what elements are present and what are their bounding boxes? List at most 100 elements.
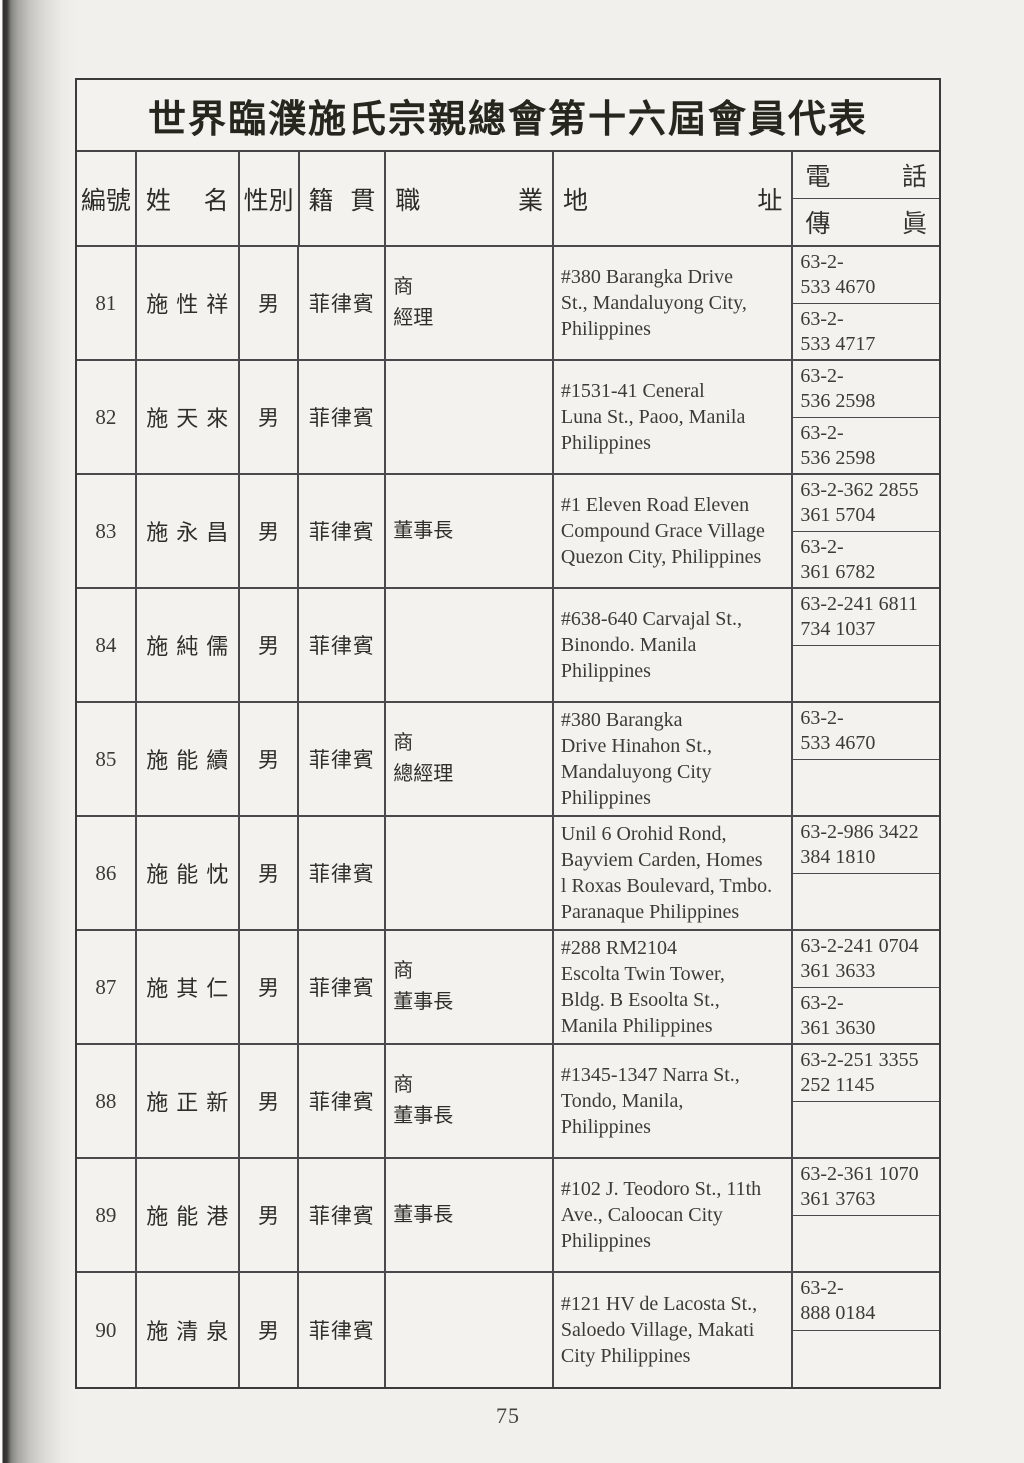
member-gender: 男 (258, 862, 280, 886)
member-address: #638-640 Carvajal St., Binondo. Manila P… (560, 608, 742, 682)
member-origin: 菲律賓 (308, 292, 375, 316)
member-id: 88 (95, 1088, 117, 1113)
member-origin-cell: 菲律賓 (299, 361, 387, 473)
members-table: 世界臨濮施氏宗親總會第十六屆會員代表 編號 姓 名 性別 籍 貫 職 業 地 址 (75, 78, 941, 1389)
member-gender-cell: 男 (240, 703, 300, 815)
header-origin-char-right: 貫 (350, 187, 376, 215)
member-gender-cell: 男 (240, 817, 300, 929)
member-occupation (386, 1326, 397, 1334)
member-fax (793, 646, 939, 702)
member-origin-cell: 菲律賓 (299, 1045, 387, 1157)
member-phone: 63-2- 888 0184 (793, 1273, 939, 1331)
member-origin: 菲律賓 (308, 976, 375, 1000)
member-occupation-cell (386, 589, 554, 701)
member-id-cell: 88 (77, 1045, 137, 1157)
header-occupation: 職 業 (386, 152, 554, 245)
member-name-cell: 施清泉 (137, 1273, 240, 1387)
member-id: 84 (95, 632, 117, 657)
header-phone-char-left: 電 (805, 164, 831, 191)
member-origin-cell: 菲律賓 (299, 247, 387, 359)
member-name-cell: 施正新 (137, 1045, 240, 1157)
member-name: 施能忱 (146, 862, 237, 887)
header-fax-char-left: 傳 (805, 211, 831, 238)
member-origin-cell: 菲律賓 (299, 589, 387, 701)
member-phone: 63-2-361 1070 361 3763 (793, 1159, 939, 1216)
member-name-cell: 施能忱 (137, 817, 240, 929)
scanned-document: 世界臨濮施氏宗親總會第十六屆會員代表 編號 姓 名 性別 籍 貫 職 業 地 址 (75, 78, 941, 1429)
member-address: Unil 6 Orohid Rond, Bayviem Carden, Home… (560, 823, 773, 923)
member-fax (793, 760, 939, 816)
member-phone-fax-cell: 63-2- 533 4670 63-2- 533 4717 (793, 247, 939, 359)
member-name: 施性祥 (146, 292, 237, 317)
member-occupation-cell: 商 經理 (386, 247, 554, 359)
member-occupation-cell: 商 董事長 (386, 1045, 554, 1157)
member-occupation: 商 董事長 (393, 1074, 454, 1127)
scan-edge-shadow (0, 0, 78, 1463)
member-id-cell: 84 (77, 589, 137, 701)
member-address: #1531-41 Ceneral Luna St., Paoo, Manila … (560, 380, 746, 454)
member-occupation-cell: 商 總經理 (386, 703, 554, 815)
member-gender: 男 (258, 1319, 280, 1343)
member-occupation: 董事長 (393, 519, 454, 542)
header-phone-char-right: 話 (902, 164, 928, 191)
member-occupation: 商 董事長 (393, 960, 454, 1013)
member-occupation: 商 經理 (393, 276, 434, 329)
header-occupation-char-left: 職 (395, 187, 421, 215)
member-phone-fax-cell: 63-2-241 6811 734 1037 (793, 589, 939, 701)
header-name-char-left: 姓 (145, 187, 171, 215)
member-phone: 63-2-241 6811 734 1037 (793, 589, 939, 646)
member-gender-cell: 男 (240, 1045, 300, 1157)
member-id-cell: 83 (77, 475, 137, 587)
member-phone-fax-cell: 63-2-251 3355 252 1145 (793, 1045, 939, 1157)
member-address: #288 RM2104 Escolta Twin Tower, Bldg. B … (560, 937, 725, 1037)
member-address-cell: Unil 6 Orohid Rond, Bayviem Carden, Home… (554, 817, 794, 929)
member-origin-cell: 菲律賓 (299, 1273, 387, 1387)
member-row: 90 施清泉 男 菲律賓 #121 HV de Lacosta St., Sal… (77, 1273, 939, 1387)
member-fax: 63-2- 536 2598 (800, 421, 876, 469)
member-id: 90 (95, 1317, 117, 1342)
member-gender: 男 (258, 634, 280, 658)
member-occupation: 董事長 (393, 1203, 454, 1226)
member-gender: 男 (258, 1090, 280, 1114)
member-id-cell: 81 (77, 247, 137, 359)
member-row: 82 施天來 男 菲律賓 #1531-41 Ceneral Luna St., … (77, 361, 939, 475)
member-occupation-cell: 商 董事長 (386, 931, 554, 1043)
member-name: 施能港 (146, 1204, 237, 1229)
member-name: 施天來 (146, 406, 237, 431)
member-name: 施其仁 (146, 976, 237, 1001)
member-gender-cell: 男 (240, 247, 300, 359)
member-row: 86 施能忱 男 菲律賓 Unil 6 Orohid Rond, Bayviem… (77, 817, 939, 931)
member-id-cell: 87 (77, 931, 137, 1043)
member-origin-cell: 菲律賓 (299, 931, 387, 1043)
member-fax: 63-2- 361 6782 (800, 535, 876, 583)
member-id-cell: 86 (77, 817, 137, 929)
member-origin: 菲律賓 (308, 1319, 375, 1343)
member-gender: 男 (258, 1204, 280, 1228)
member-address: #380 Barangka Drive Hinahon St., Mandalu… (560, 709, 712, 809)
member-name: 施正新 (146, 1090, 237, 1115)
header-phone: 電 話 (793, 152, 940, 199)
member-address-cell: #288 RM2104 Escolta Twin Tower, Bldg. B … (554, 931, 794, 1043)
member-address: #121 HV de Lacosta St., Saloedo Village,… (560, 1293, 758, 1367)
member-occupation-cell: 董事長 (386, 475, 554, 587)
member-address: #102 J. Teodoro St., 11th Ave., Caloocan… (560, 1178, 762, 1252)
member-fax: 63-2- 533 4717 (800, 307, 876, 355)
member-name-cell: 施能續 (137, 703, 240, 815)
page-number: 75 (496, 1403, 520, 1428)
member-address-cell: #1531-41 Ceneral Luna St., Paoo, Manila … (554, 361, 794, 473)
member-origin: 菲律賓 (308, 406, 375, 430)
member-gender-cell: 男 (240, 1159, 300, 1271)
member-gender: 男 (258, 292, 280, 316)
member-name: 施能續 (146, 748, 237, 773)
member-id: 83 (95, 518, 117, 543)
member-fax (793, 874, 939, 930)
member-origin: 菲律賓 (308, 520, 375, 544)
member-address-cell: #380 Barangka Drive Hinahon St., Mandalu… (554, 703, 794, 815)
table-title: 世界臨濮施氏宗親總會第十六屆會員代表 (77, 80, 939, 152)
member-row: 87 施其仁 男 菲律賓 商 董事長 #288 RM2104 Escolta T… (77, 931, 939, 1045)
member-phone: 63-2- 533 4670 (793, 247, 939, 304)
member-occupation: 商 總經理 (393, 732, 454, 785)
member-gender-cell: 男 (240, 475, 300, 587)
member-occupation-cell: 董事長 (386, 1159, 554, 1271)
member-phone: 63-2- 533 4670 (793, 703, 939, 760)
